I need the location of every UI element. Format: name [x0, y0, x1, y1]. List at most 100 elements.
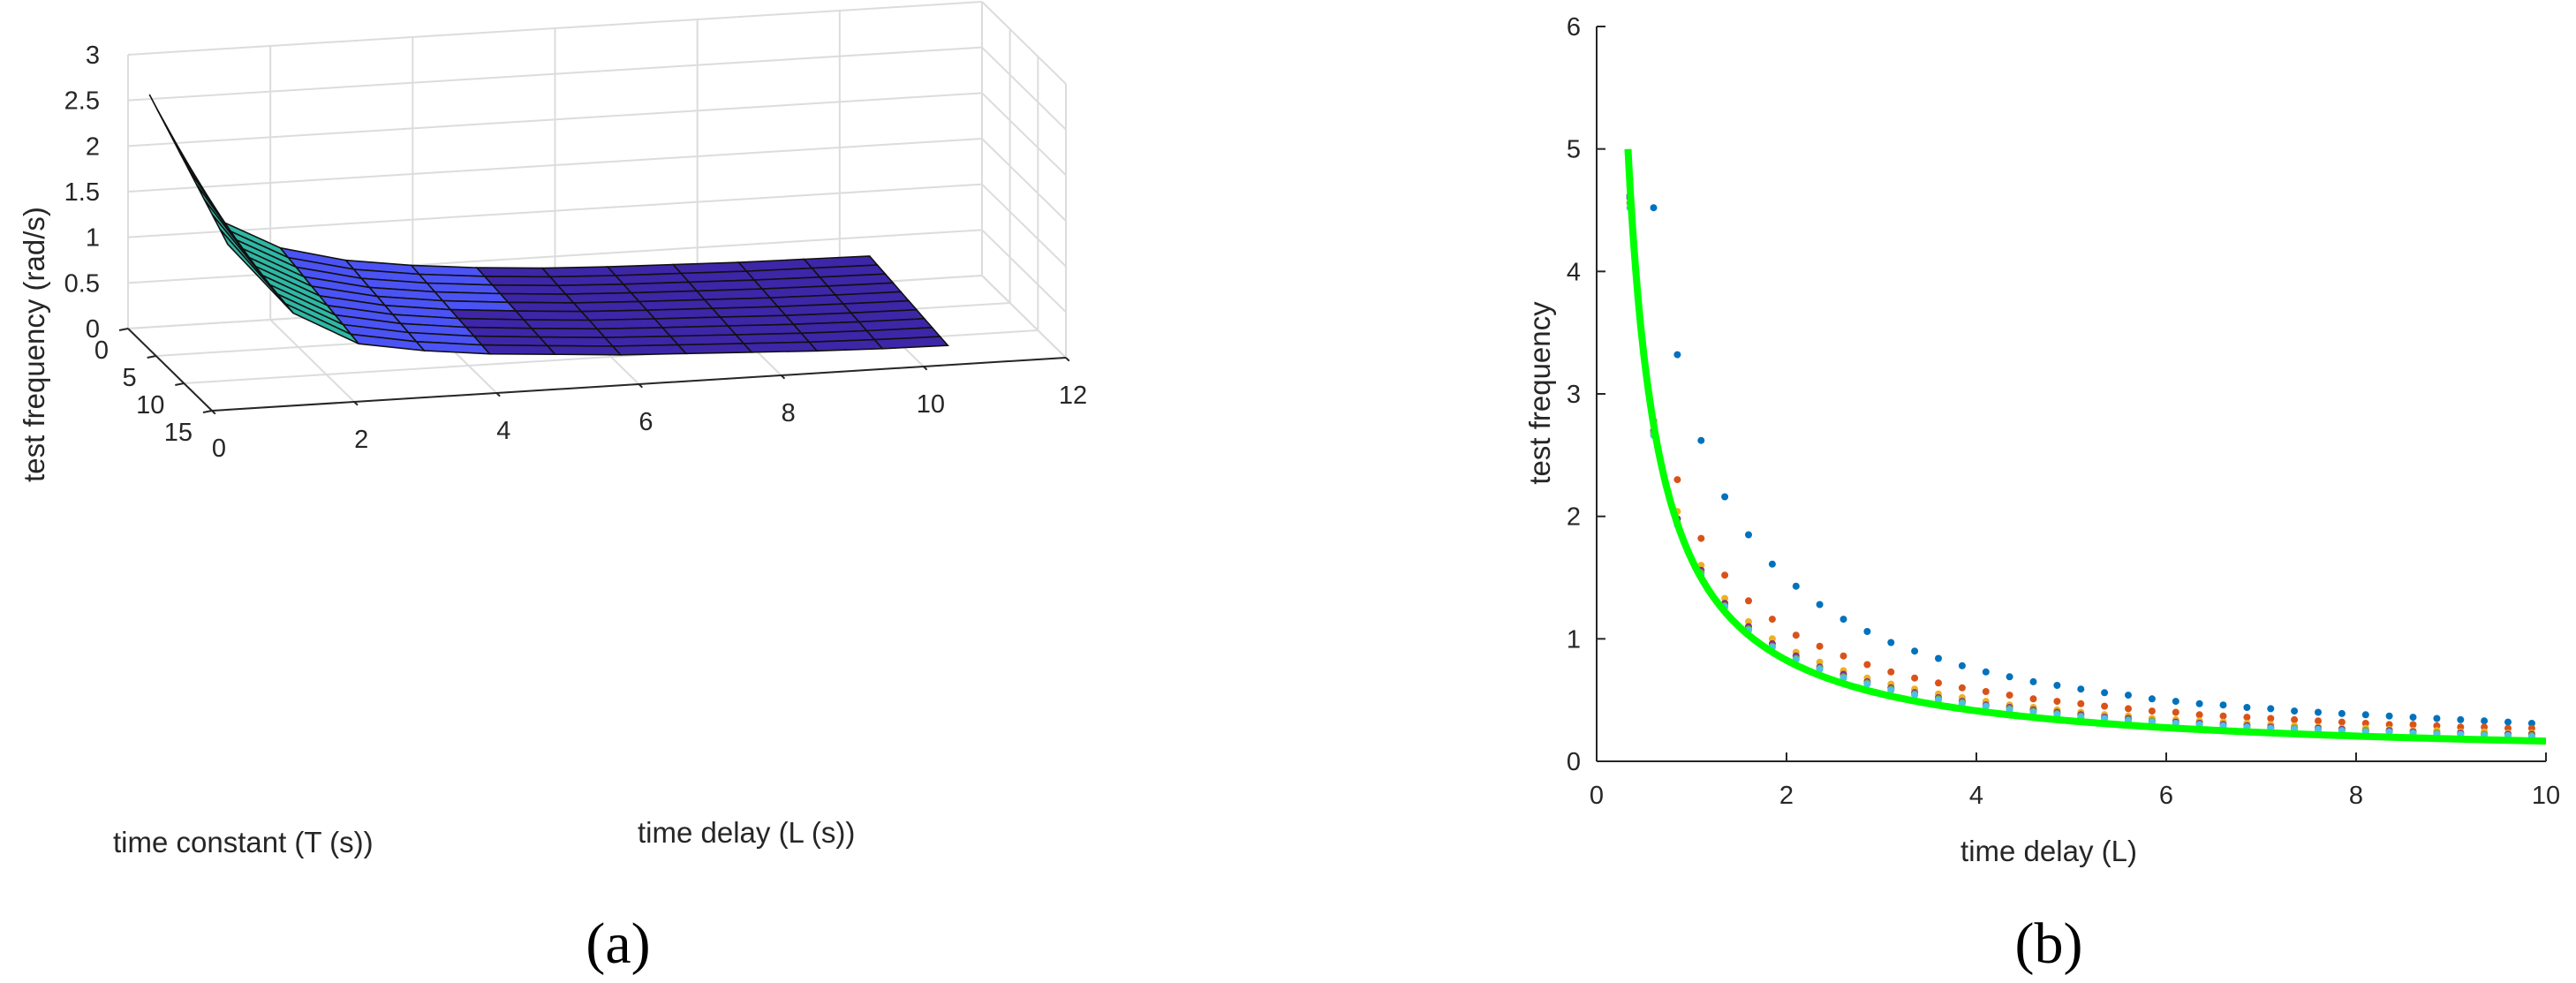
surface-patch — [742, 341, 819, 353]
series-0-point — [2125, 692, 2132, 699]
series-0-point — [2101, 689, 2109, 697]
series-0-point — [1911, 647, 1919, 655]
x-tick-mark — [495, 392, 501, 397]
z-tick-label: 3 — [86, 42, 100, 70]
series-1-point — [2433, 722, 2441, 730]
series-1-point — [2481, 723, 2489, 731]
panel-b-caption: (b) — [2015, 911, 2083, 976]
series-0-point — [2053, 682, 2061, 689]
series-0-point — [2504, 718, 2512, 726]
x-tick-label: 0 — [1590, 782, 1604, 810]
series-0-point — [1721, 493, 1729, 501]
series-1-point — [2243, 714, 2251, 722]
y-tick-label: 5 — [123, 364, 137, 392]
series-1-point — [1792, 631, 1800, 639]
fit-curve-line — [1624, 147, 2547, 745]
x-tick-mark — [211, 410, 216, 415]
x-tick-label: 4 — [1969, 782, 1983, 810]
series-0-point — [2243, 704, 2251, 711]
grid-wall-z2 — [981, 183, 1067, 268]
series-1-point — [2457, 723, 2465, 731]
x-tick-mark — [353, 401, 359, 406]
x-tick-mark — [780, 374, 786, 380]
series-5-point — [1911, 692, 1919, 699]
series-0-point — [2029, 677, 2037, 685]
grid-wall-z1 — [127, 138, 983, 193]
y-tick-mark — [202, 410, 213, 413]
series-1-point — [2101, 702, 2109, 710]
series-5-point — [1887, 686, 1895, 694]
series-0-point — [1982, 668, 1990, 676]
series-0-point — [2433, 715, 2441, 722]
series-0-point — [1745, 531, 1752, 539]
surface-patch — [530, 327, 607, 339]
series-1-point — [2527, 724, 2535, 732]
surface-patch — [522, 319, 599, 330]
series-1-point — [1839, 652, 1847, 660]
series-0-point — [2315, 708, 2322, 716]
series-0-point — [2527, 720, 2535, 727]
series-5-point — [1982, 702, 1990, 710]
series-1-point — [2291, 715, 2299, 723]
grid-wall-z1 — [127, 92, 983, 147]
z-tick-label: 1 — [86, 224, 100, 253]
series-0-point — [1935, 654, 1942, 662]
y-tick-label: 4 — [1567, 258, 1581, 286]
z-tick-label: 0.5 — [64, 269, 100, 298]
panel-a-axes — [118, 328, 1070, 415]
grid-wall-z2 — [981, 46, 1067, 131]
series-1-point — [2315, 717, 2322, 725]
series-0-point — [2219, 701, 2227, 709]
y-tick-mark — [147, 355, 156, 359]
series-0-point — [1768, 560, 1776, 568]
x-tick-label: 4 — [496, 417, 510, 445]
y-tick-label: 1 — [1567, 625, 1581, 654]
grid-wall-z1 — [127, 1, 983, 56]
series-1-point — [2409, 721, 2417, 729]
series-1-point — [2006, 692, 2013, 699]
surface-patch — [498, 292, 576, 304]
surface-patch — [472, 335, 549, 347]
series-0-point — [2267, 705, 2275, 713]
series-0-point — [1650, 204, 1658, 212]
grid-floor-x — [269, 319, 355, 403]
series-0-point — [2172, 698, 2179, 706]
series-0-point — [2338, 709, 2346, 717]
series-1-point — [1697, 534, 1705, 542]
series-0-point — [1863, 628, 1871, 635]
surface-patch — [490, 284, 568, 295]
series-1-point — [1887, 668, 1895, 676]
series-1-point — [2267, 715, 2275, 722]
surface-patch — [480, 344, 557, 356]
series-1-point — [1768, 616, 1776, 624]
series-1-point — [1721, 571, 1729, 579]
x-tick-label: 12 — [1059, 382, 1087, 410]
z-tick-label: 2.5 — [64, 87, 100, 116]
series-1-point — [2077, 699, 2085, 707]
panel-b-xlabel: time delay (L) — [1960, 835, 2137, 867]
series-0-point — [2409, 714, 2417, 722]
panel-b-points — [1626, 176, 2535, 741]
panel-a-caption: (a) — [585, 911, 650, 976]
grid-wall-z2 — [981, 1, 1067, 85]
panel-b-fit-curve — [1624, 147, 2547, 745]
z-tick-label: 2 — [86, 132, 100, 161]
series-1-point — [1982, 688, 1990, 695]
x-tick-mark — [1065, 357, 1070, 362]
x-tick-label: 10 — [917, 390, 945, 419]
series-0-point — [1958, 662, 1966, 669]
series-5-point — [1863, 680, 1871, 688]
series-0-point — [2195, 699, 2203, 707]
y-tick-label: 15 — [164, 419, 193, 447]
series-1-point — [2125, 705, 2132, 713]
surface-patch — [475, 267, 552, 278]
panel-b-ylabel: test frequency — [1523, 301, 1556, 485]
grid-wall-z1 — [127, 46, 983, 102]
x-tick-label: 0 — [212, 435, 226, 463]
surface-patch — [807, 338, 884, 352]
series-1-point — [1673, 476, 1681, 484]
panel-a-surface — [148, 94, 949, 356]
